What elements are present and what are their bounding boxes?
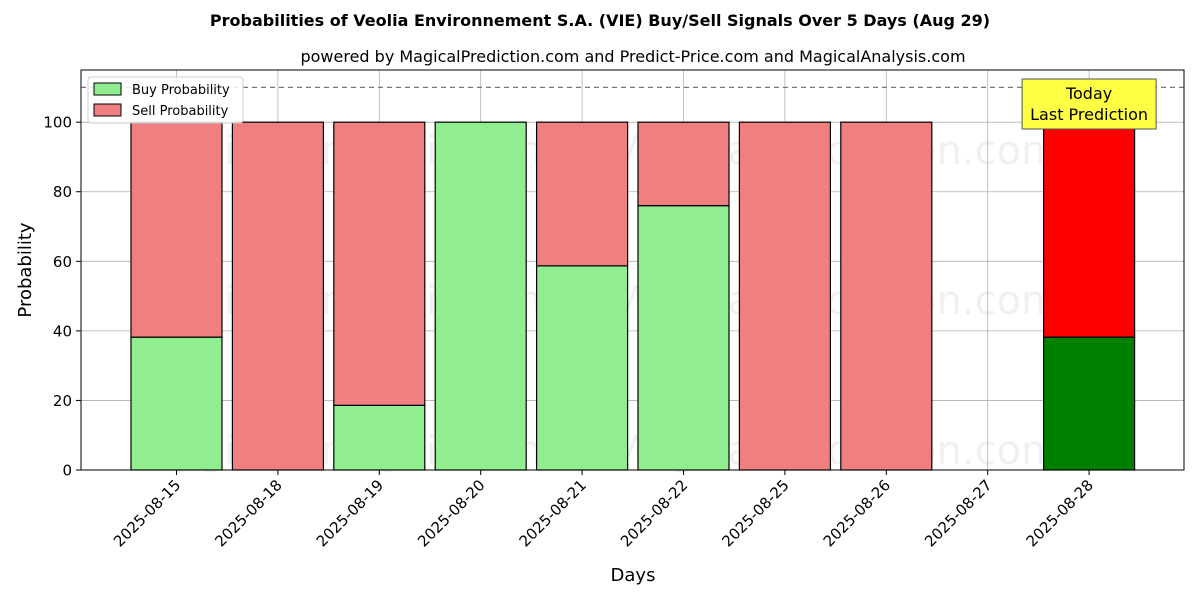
x-tick-label: 2025-08-26 [820,476,894,550]
y-tick-label: 100 [43,114,72,132]
sell-bar [231,121,324,471]
x-tick-label: 2025-08-22 [617,476,691,550]
sell-bar [1042,121,1136,338]
legend-swatch-sell [93,103,122,117]
sell-bar [840,121,933,471]
legend-label-sell: Sell Probability [132,104,229,119]
today-annotation-box [1021,78,1157,130]
x-tick-label: 2025-08-25 [718,476,792,550]
legend-label-buy: Buy Probability [132,83,230,98]
y-tick-label: 60 [53,253,72,271]
buy-bar [434,121,527,471]
today-annotation-line1: Today [1065,84,1112,103]
legend-box [87,76,244,124]
x-tick-label: 2025-08-27 [921,476,995,550]
sell-bar [333,121,426,406]
today-annotation-line2: Last Prediction [1030,105,1148,124]
chart-title: Probabilities of Veolia Environnement S.… [210,11,990,30]
x-tick-label: 2025-08-28 [1023,476,1097,550]
sell-bar [130,121,223,338]
x-tick-label: 2025-08-15 [110,476,184,550]
sell-bar [637,121,730,207]
x-axis-label: Days [611,565,656,586]
x-tick-label: 2025-08-19 [313,476,387,550]
buy-bar [535,265,629,471]
x-tick-label: 2025-08-20 [414,476,488,550]
buy-bar [333,404,426,471]
buy-bar [1042,336,1136,471]
y-tick-label: 80 [53,183,72,201]
x-tick-label: 2025-08-18 [211,476,285,550]
plot-area: MagicalAnalysis.comMagicalPrediction.com… [43,69,1185,550]
axes-frame [80,69,1185,471]
y-axis-label: Probability [15,222,36,317]
x-tick-label: 2025-08-21 [516,476,590,550]
y-tick-label: 40 [53,322,72,340]
chart-subtitle: powered by MagicalPrediction.com and Pre… [300,47,965,66]
sell-bar [738,121,832,471]
y-tick-label: 20 [53,392,72,410]
y-tick-label: 0 [62,462,72,480]
buy-bar [637,205,730,471]
buy-bar [130,336,223,471]
legend-swatch-buy [93,82,122,96]
sell-bar [535,121,629,267]
